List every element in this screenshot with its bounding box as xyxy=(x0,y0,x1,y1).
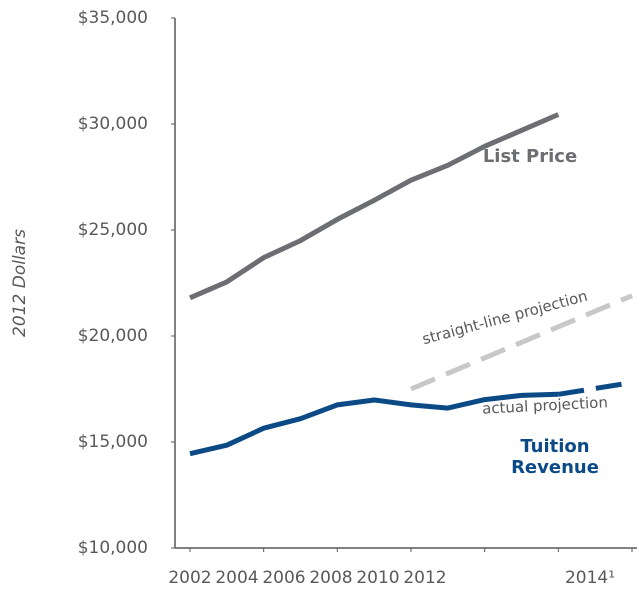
series-label: List Price xyxy=(482,146,578,167)
y-tick-label: $10,000 xyxy=(78,538,148,558)
y-tick-label: $35,000 xyxy=(78,8,148,28)
x-tick-label: 2002 xyxy=(168,568,211,588)
series-line xyxy=(189,391,559,457)
x-tick-label: 2014¹ xyxy=(565,568,615,588)
series-line xyxy=(189,112,560,301)
series-line xyxy=(410,293,633,392)
y-tick-label: $15,000 xyxy=(78,432,148,452)
y-tick-label: $20,000 xyxy=(78,326,148,346)
x-tick-label: 2008 xyxy=(309,568,352,588)
y-tick-label: $30,000 xyxy=(78,114,148,134)
x-tick-label: 2006 xyxy=(262,568,305,588)
y-tick-label: $25,000 xyxy=(78,220,148,240)
x-tick-label: 2010 xyxy=(356,568,399,588)
series-line xyxy=(557,380,633,397)
series-label: straight-line projection xyxy=(420,287,589,348)
x-tick-label: 2012 xyxy=(403,568,446,588)
x-tick-label: 2004 xyxy=(215,568,258,588)
series-label: Tuition Revenue xyxy=(511,436,599,478)
y-axis-title: 2012 Dollars xyxy=(10,229,30,337)
